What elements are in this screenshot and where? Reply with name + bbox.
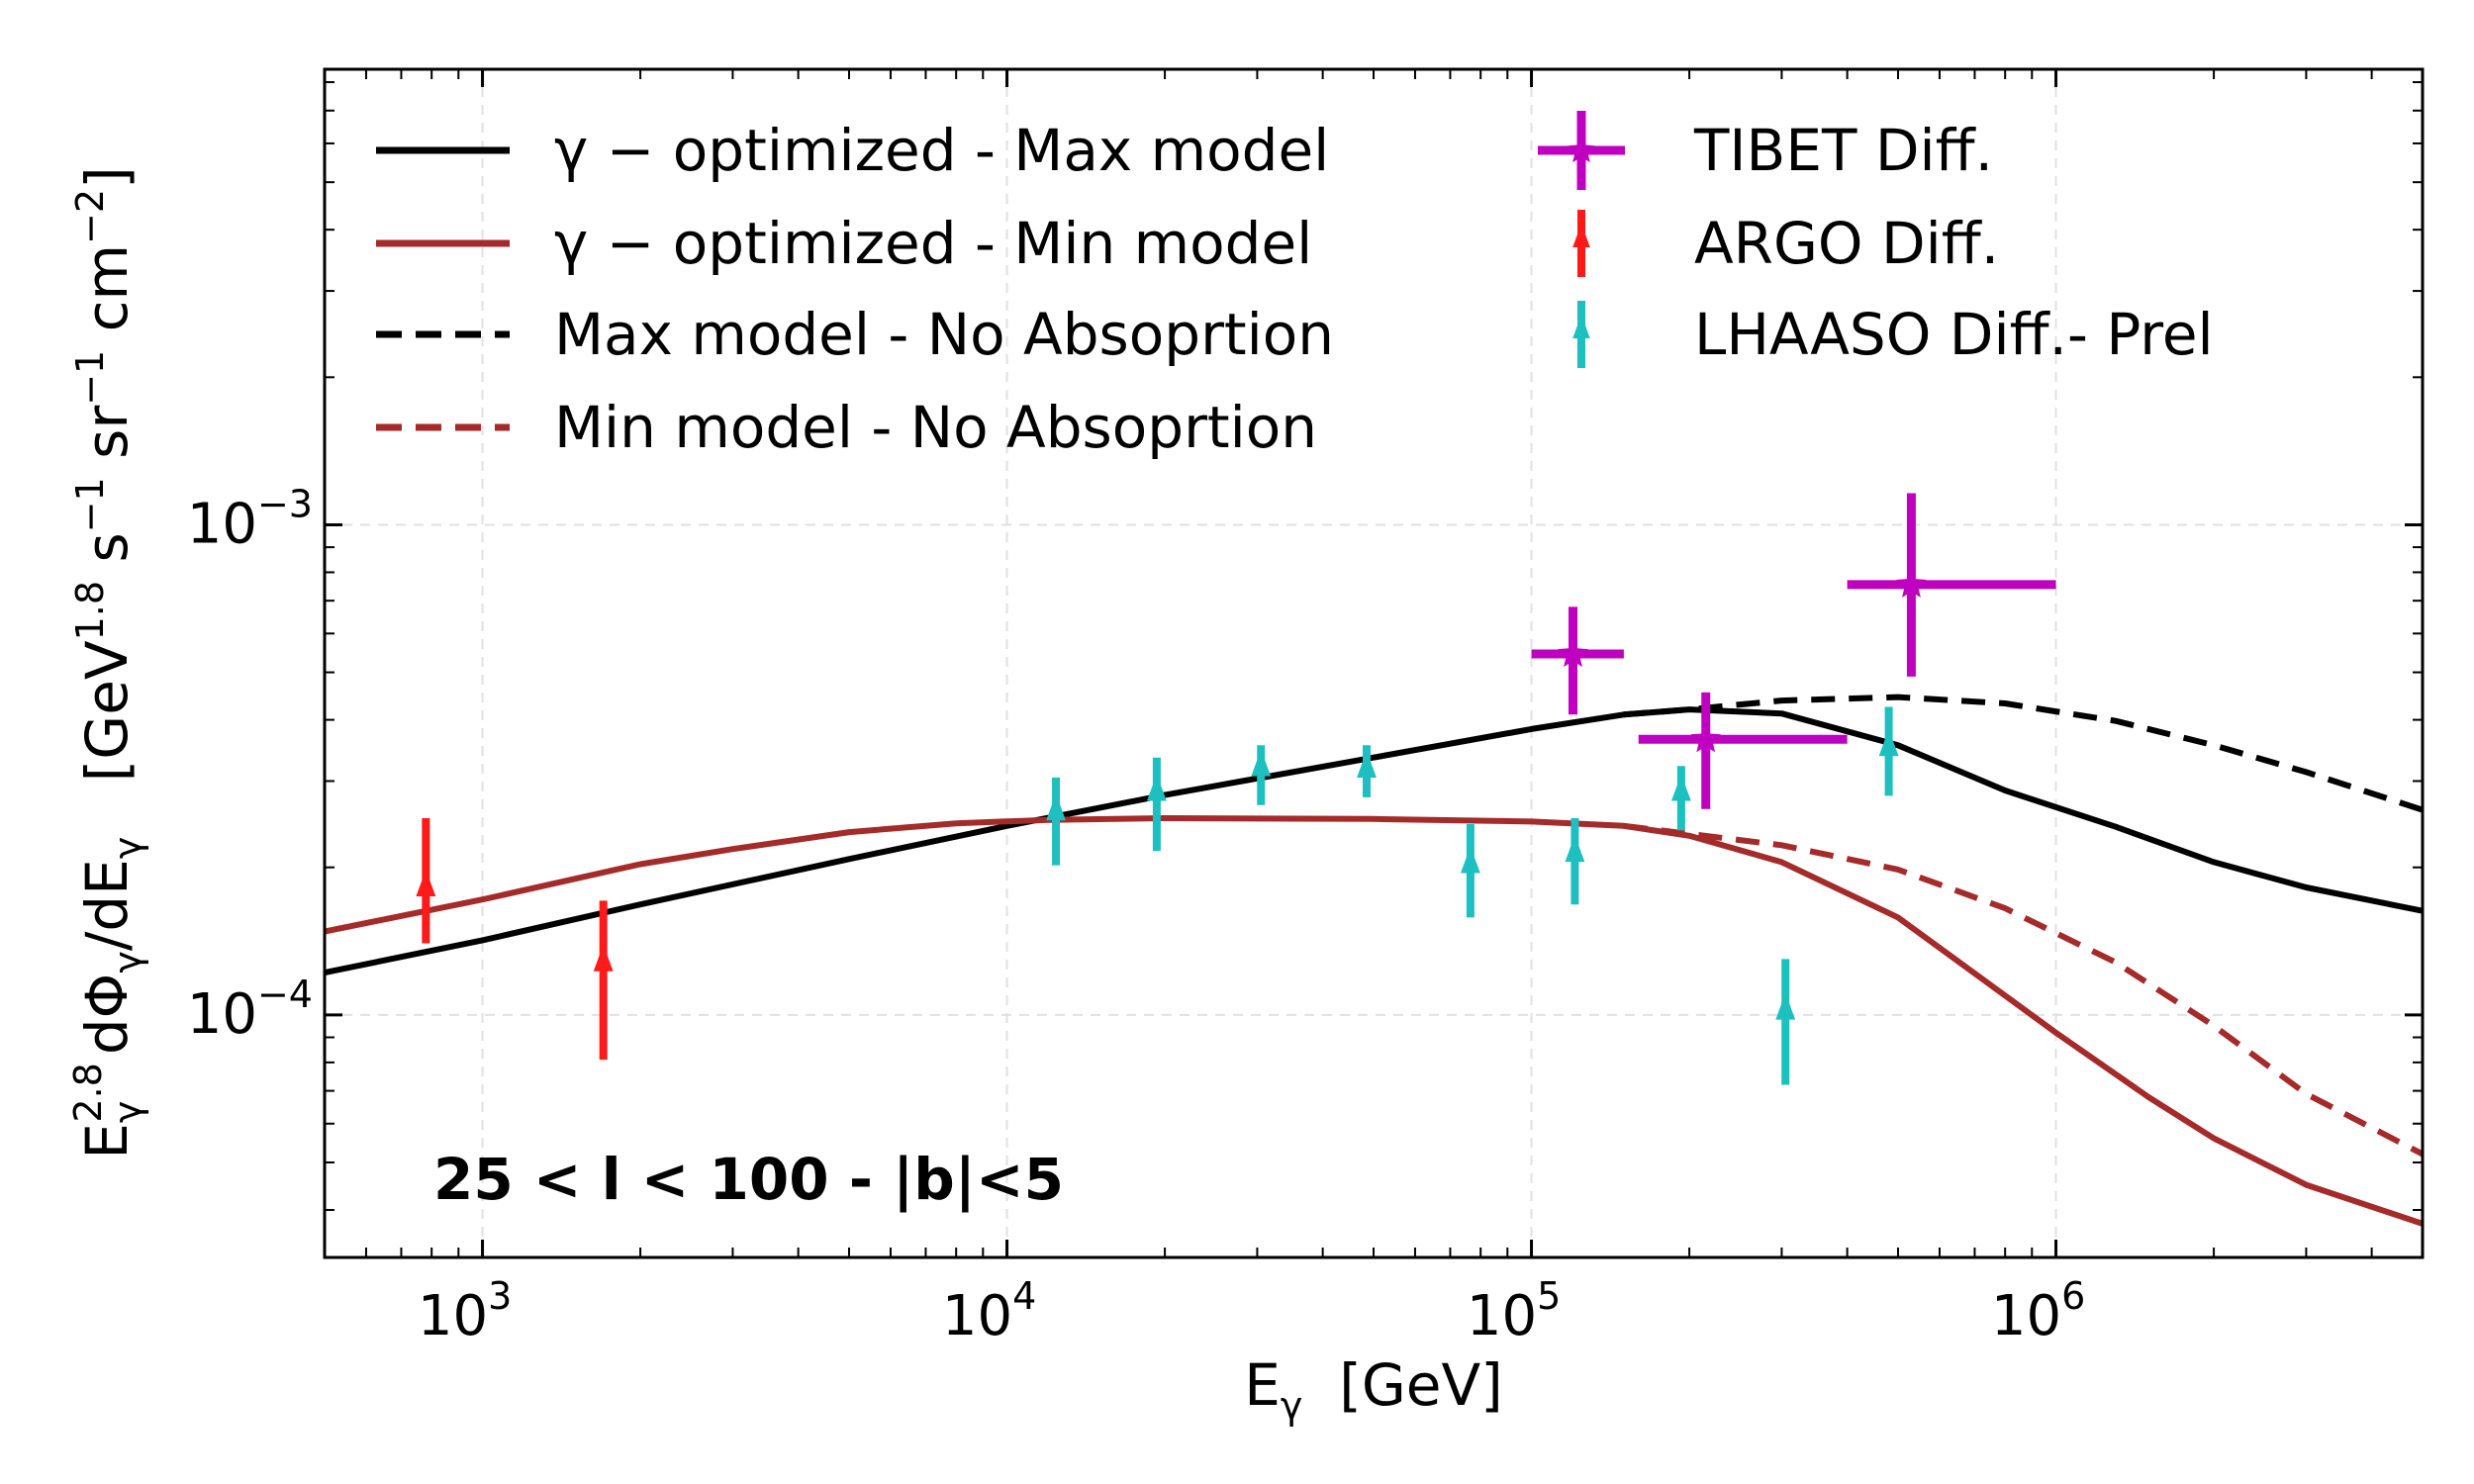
legend-label: Max model - No Absoprtion — [554, 301, 1334, 368]
data-point — [1251, 745, 1272, 805]
data-marker — [1878, 729, 1899, 757]
data-point — [416, 817, 436, 944]
legend-marker — [1572, 210, 1590, 277]
legend-label: γ − optimized - Min model — [554, 210, 1312, 277]
data-point — [1565, 817, 1585, 905]
legend-label: Min model - No Absoprtion — [554, 394, 1317, 461]
data-point — [1670, 766, 1691, 831]
legend-marker — [1572, 301, 1590, 368]
x-axis-label: Eγ [GeV] — [1244, 1351, 1503, 1428]
series-line — [325, 815, 2423, 1227]
data-point — [1046, 777, 1066, 866]
ticks — [325, 69, 2423, 1257]
x-tick-label: 104 — [942, 1274, 1036, 1348]
data-point — [1878, 706, 1899, 796]
data-marker — [1775, 992, 1796, 1020]
data-marker — [1690, 723, 1721, 753]
series-lines — [325, 694, 2423, 1227]
data-marker — [1558, 638, 1588, 667]
x-tick-label: 105 — [1467, 1274, 1561, 1348]
x-tick-label: 103 — [418, 1274, 512, 1348]
legend: γ − optimized - Max model γ − optimized -… — [376, 111, 2214, 461]
data-marker — [1565, 835, 1585, 863]
data-marker — [1670, 774, 1691, 801]
plot-frame — [323, 67, 2425, 1259]
grid — [325, 69, 2423, 1257]
data-point — [1531, 606, 1624, 715]
data-point — [1638, 692, 1848, 809]
legend-marker — [1538, 111, 1625, 190]
data-marker — [1357, 750, 1377, 778]
data-point — [593, 900, 614, 1061]
data-marker — [1460, 846, 1480, 874]
y-tick-label: 10−4 — [187, 973, 313, 1047]
series-line — [325, 706, 2423, 976]
data-marker — [593, 944, 614, 972]
x-tick-label: 106 — [1991, 1274, 2085, 1348]
series-line — [1623, 694, 2423, 813]
y-tick-label: 10−3 — [187, 482, 313, 556]
legend-label: TIBET Diff. — [1693, 117, 1993, 184]
data-point — [1775, 959, 1796, 1085]
legend-label: γ − optimized - Max model — [554, 117, 1329, 184]
data-marker — [1896, 568, 1927, 598]
error-bars — [416, 493, 2056, 1085]
region-annotation: 25 < l < 100 - |b|<5 — [433, 1146, 1064, 1213]
data-point — [1357, 745, 1377, 797]
series-line — [1623, 822, 2423, 1158]
plot-data — [325, 493, 2423, 1227]
data-marker — [1046, 793, 1066, 821]
tick-labels: 103 104 105 106 10−4 10−3 — [187, 482, 2086, 1348]
data-point — [1146, 757, 1167, 852]
data-point — [1460, 824, 1480, 918]
data-point — [1847, 493, 2056, 677]
data-marker — [416, 870, 436, 897]
data-marker — [1572, 315, 1590, 338]
legend-label: ARGO Diff. — [1694, 210, 1999, 277]
legend-label: LHAASO Diff.- Prel — [1694, 301, 2214, 368]
data-marker — [1146, 774, 1167, 801]
data-marker — [1567, 136, 1596, 163]
data-marker — [1251, 749, 1272, 777]
y-axis-label: Eγ2.8dΦγ/dEγ [GeV1.8 s−1 sr−1 cm−2] — [66, 166, 149, 1159]
data-marker — [1572, 224, 1590, 247]
